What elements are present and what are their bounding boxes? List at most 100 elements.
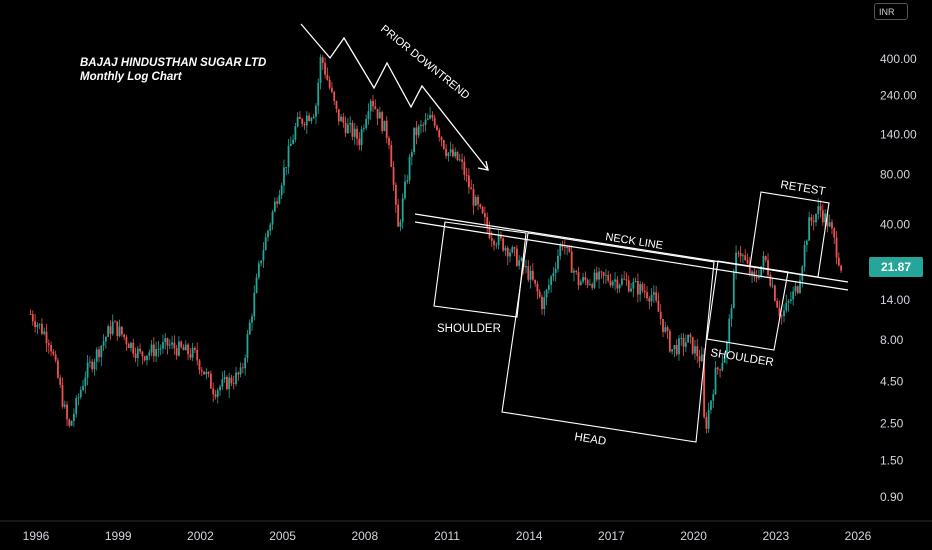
candle-body [210,373,212,389]
candle-body [337,109,340,122]
candle-body [417,126,420,136]
candle-body [219,386,221,391]
candle-body [31,314,34,322]
candle-body [744,255,747,260]
candle-body [180,341,183,348]
candle-body [703,354,706,418]
candle-body [732,272,735,309]
candle-body [723,356,726,363]
candle-body [780,315,783,317]
candle-body [582,277,584,282]
candle-body [655,292,658,301]
candle-body [333,91,336,102]
candle-body [623,278,626,280]
candle-body [292,139,295,144]
candle-body [486,217,489,228]
left-shoulder-label: SHOULDER [437,323,501,335]
candle-body [52,351,55,355]
candle-body [84,377,87,386]
candle-body [577,272,580,286]
candle-body [255,277,258,293]
candle-body [465,175,468,176]
candle-body [783,310,785,317]
candle-body [808,217,811,241]
candle-body [347,124,349,134]
candle-body [248,322,251,335]
candle-body [689,334,692,337]
downtrend-arrow [300,23,489,171]
candle-body [173,342,176,349]
candle-body [59,377,62,385]
candle-body [821,210,824,223]
candle-body [178,341,180,356]
candle-body [730,308,733,319]
candle-body [143,356,146,361]
candle-body [504,247,507,251]
candle-body [742,255,744,257]
candle-body [353,128,356,137]
candle-body [803,244,806,267]
head-label: HEAD [574,431,607,448]
candle-body [559,244,562,256]
candle-body [479,204,482,207]
candle-body [609,280,612,286]
candle-body [164,338,167,342]
candle-body [493,240,495,246]
candle-body [495,244,498,246]
candle-body [315,105,317,117]
candle-body [104,336,107,342]
candle-body [420,124,422,127]
candle-body [751,271,753,275]
candle-body [605,275,607,276]
candle-body [545,289,548,298]
candle-body [657,300,660,312]
candle-body [374,106,377,109]
candle-body [700,354,703,362]
candle-body [276,201,279,204]
candle-body [408,156,411,181]
x-axis[interactable]: 1996 1999 2002 2005 2008 2011 2014 2017 2020 2023… [23,529,872,543]
candle-body [760,266,763,278]
x-tick-label: 1999 [105,529,132,543]
candle-body [698,356,701,362]
candle-body [664,327,667,332]
candle-body [392,166,395,185]
candle-body [650,294,653,302]
candle-body [388,137,390,145]
y-tick-label: 140.00 [880,127,917,141]
candle-body [602,272,605,276]
candle-body [394,184,397,205]
candle-body [264,237,267,251]
retest-box [749,191,830,278]
candle-body [445,148,447,157]
retest-label: RETEST [780,179,827,198]
currency-label[interactable]: INR [874,3,908,20]
candle-body [468,175,470,188]
candle-body [214,394,217,397]
candle-body [716,367,719,370]
candle-body [518,260,521,266]
candle-body [799,280,801,293]
candle-body [764,256,767,261]
candle-body [216,390,219,397]
candle-body [207,372,210,374]
candle-body [454,151,457,157]
y-tick-label: 1.50 [880,453,904,467]
candle-body [490,238,493,241]
candle-body [525,266,527,268]
candle-body [652,292,655,295]
candle-body [687,334,690,343]
candle-body [235,372,237,384]
candle-body [810,217,813,221]
candle-body [116,321,119,337]
y-tick-label: 8.00 [880,333,904,347]
y-axis[interactable]: 400.00 240.00 140.00 80.00 40.00 14.00 8.00 4.5… [880,52,917,504]
candle-body [267,230,269,238]
candle-body [721,362,724,371]
candle-body [429,114,432,119]
candle-body [769,274,772,286]
candle-body [349,122,352,125]
y-tick-label: 400.00 [880,52,917,66]
candle-body [515,248,518,266]
